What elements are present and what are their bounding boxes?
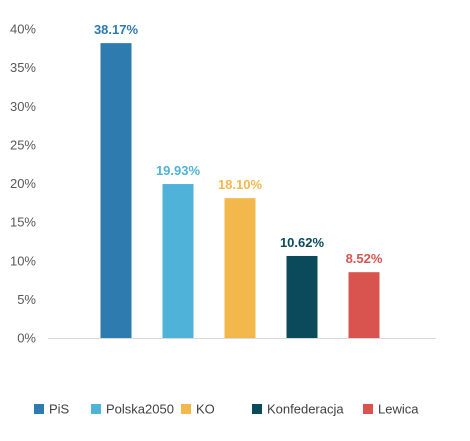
y-tick-label: 5% [17, 292, 36, 307]
legend-label-ko: KO [196, 402, 215, 417]
bar-ko [224, 198, 256, 338]
y-tick-label: 40% [10, 22, 36, 37]
legend-swatch-konfederacja [252, 404, 262, 414]
legend-swatch-polska2050 [91, 404, 101, 414]
bar-polska2050 [162, 184, 194, 338]
data-labels: 38.17% 19.93% 18.10% 10.62% 8.52% [94, 22, 383, 266]
data-label-polska2050: 19.93% [156, 163, 201, 178]
legend: PiS Polska2050 KO Konfederacja Lewica [34, 402, 419, 417]
bar-lewica [348, 272, 380, 338]
data-label-ko: 18.10% [218, 177, 263, 192]
legend-swatch-ko [181, 404, 191, 414]
legend-label-lewica: Lewica [378, 402, 419, 417]
bar-pis [100, 43, 132, 338]
legend-swatch-pis [34, 404, 44, 414]
y-tick-label: 25% [10, 137, 36, 152]
data-label-lewica: 8.52% [346, 251, 383, 266]
legend-label-konfederacja: Konfederacja [267, 402, 344, 417]
data-label-konfederacja: 10.62% [280, 235, 325, 250]
data-label-pis: 38.17% [94, 22, 139, 37]
legend-label-pis: PiS [49, 402, 70, 417]
y-tick-label: 30% [10, 99, 36, 114]
bar-konfederacja [286, 255, 318, 338]
y-axis: 0% 5% 10% 15% 20% 25% 30% 35% 40% [10, 22, 436, 346]
y-tick-label: 10% [10, 253, 36, 268]
y-tick-label: 0% [17, 331, 36, 346]
y-tick-label: 20% [10, 176, 36, 191]
y-tick-label: 15% [10, 215, 36, 230]
y-tick-label: 35% [10, 60, 36, 75]
bars [100, 43, 380, 338]
legend-label-polska2050: Polska2050 [106, 402, 174, 417]
legend-swatch-lewica [363, 404, 373, 414]
